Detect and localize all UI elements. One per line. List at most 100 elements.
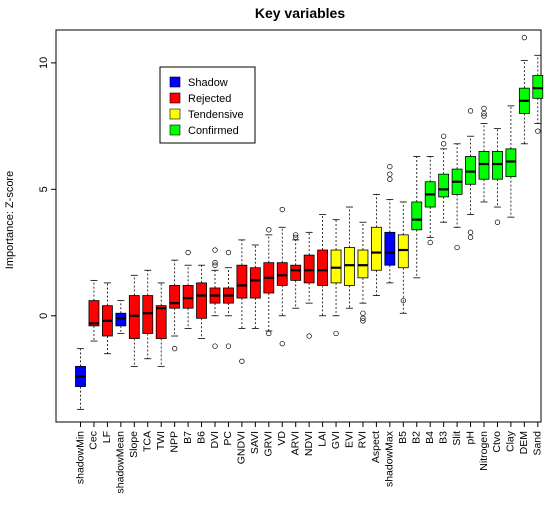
outlier-point <box>293 234 299 241</box>
x-tick-label: B6 <box>195 431 207 444</box>
x-tick-label: B5 <box>397 431 409 444</box>
outlier-point <box>467 108 474 114</box>
outlier-point <box>279 206 285 213</box>
box-B3 <box>438 133 450 223</box>
box-B2 <box>411 156 423 279</box>
x-tick-label: Slope <box>128 431 140 458</box>
box-iqr <box>384 231 396 266</box>
outlier-point <box>333 330 339 337</box>
y-tick-label: 10 <box>38 57 50 69</box>
box-iqr <box>492 150 503 180</box>
outlier-point <box>441 133 447 139</box>
y-axis: 0 5 10 <box>38 57 56 319</box>
box-Sand <box>532 54 544 134</box>
x-tick-label: Ctvo <box>491 431 503 453</box>
box-SAVI <box>249 244 261 329</box>
box-Clay <box>505 105 517 218</box>
box-iqr <box>196 282 207 319</box>
chart-title: Key variables <box>255 5 345 21</box>
box-iqr <box>478 150 490 180</box>
box-iqr <box>249 267 261 299</box>
x-tick-label: RVI <box>357 431 369 448</box>
outlier-point <box>400 297 406 304</box>
outlier-point <box>360 310 366 316</box>
x-tick-label: Cec <box>88 431 100 450</box>
outlier-point <box>387 171 393 177</box>
x-tick-label: PC <box>222 431 234 446</box>
outlier-point <box>225 249 232 256</box>
x-tick-label: shadowMean <box>115 431 127 494</box>
outlier-point <box>481 105 487 112</box>
box-iqr <box>182 285 194 309</box>
legend-label: Tendensive <box>188 109 244 121</box>
x-tick-label: Sand <box>532 431 544 456</box>
legend-label: Rejected <box>188 93 231 105</box>
box-iqr <box>128 295 140 339</box>
box-iqr <box>330 249 342 284</box>
box-LAI <box>317 214 329 317</box>
legend: Shadow Rejected Tendensive Confirmed <box>159 66 256 144</box>
x-tick-label: shadowMin <box>74 431 86 484</box>
box-iqr <box>411 201 423 231</box>
legend-swatch <box>169 92 181 104</box>
box-B5 <box>397 201 409 314</box>
outlier-point <box>387 163 393 170</box>
legend-swatch <box>169 124 181 136</box>
box-PC <box>223 249 234 349</box>
box-DVI <box>209 247 221 349</box>
x-tick-label: DVI <box>209 431 221 449</box>
box-iqr <box>169 285 181 309</box>
outlier-point <box>481 110 487 117</box>
legend-label: Confirmed <box>188 125 239 137</box>
box-GVI <box>330 219 342 337</box>
box-GRVI <box>263 227 275 337</box>
x-tick-label: B2 <box>411 431 423 444</box>
x-tick-label: ARVI <box>289 431 301 455</box>
box-Slope <box>128 274 140 367</box>
outlier-point <box>387 176 393 182</box>
box-NDVI <box>303 231 315 339</box>
outlier-point <box>239 358 245 364</box>
x-tick-label: B3 <box>437 431 449 444</box>
legend-swatch <box>169 108 181 120</box>
x-tick-label: Slit <box>451 431 463 446</box>
box-iqr <box>115 312 127 327</box>
box-Ctvo <box>492 128 503 225</box>
x-tick-label: Clay <box>505 430 517 452</box>
x-tick-label: Aspect <box>370 431 382 463</box>
y-axis-label: Importance: Z-score <box>4 171 16 269</box>
box-B7 <box>182 249 194 329</box>
box-B4 <box>424 156 436 246</box>
x-tick-label: GNDVI <box>236 431 248 464</box>
box-Slit <box>451 143 463 251</box>
box-Nitrogen <box>478 105 490 203</box>
x-tick-label: VD <box>276 431 288 446</box>
outlier-point <box>535 128 541 134</box>
y-tick-label: 5 <box>38 186 50 192</box>
outlier-point <box>293 232 299 238</box>
x-tick-label: EVI <box>343 431 355 448</box>
box-VD <box>276 206 288 347</box>
box-iqr <box>142 295 154 334</box>
box-series <box>75 34 544 410</box>
box-EVI <box>344 206 355 309</box>
outlier-point <box>212 262 218 268</box>
box-iqr <box>236 264 248 299</box>
box-NPP <box>169 259 181 352</box>
outlier-point <box>279 340 285 347</box>
box-TWI <box>155 282 167 367</box>
outlier-point <box>171 346 178 352</box>
box-LF <box>102 282 113 355</box>
outlier-point <box>441 141 447 147</box>
box-B6 <box>196 264 207 339</box>
x-tick-label: shadowMax <box>384 430 396 487</box>
box-iqr <box>505 148 517 178</box>
plot-frame <box>55 29 542 423</box>
x-tick-label: TWI <box>155 431 167 450</box>
box-DEM <box>518 34 530 145</box>
box-iqr <box>317 249 329 286</box>
box-iqr <box>344 247 355 286</box>
outlier-point <box>481 113 487 119</box>
y-tick-label: 0 <box>38 313 50 319</box>
